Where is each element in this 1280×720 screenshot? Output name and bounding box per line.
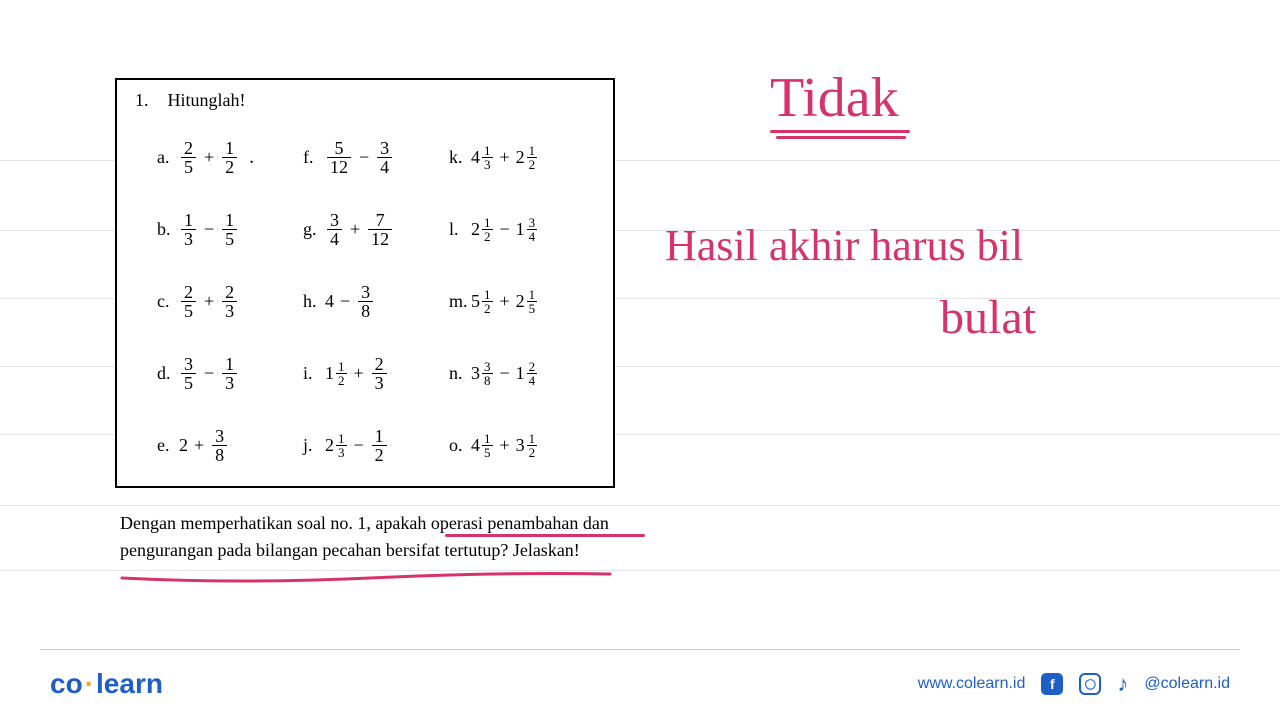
problem-h: h.4−38	[303, 265, 449, 337]
brand-dot: ·	[85, 668, 94, 699]
problem-a: a.25+12.	[157, 121, 303, 193]
annotation-underline-1	[445, 534, 645, 537]
problem-n: n.338−124	[449, 337, 595, 409]
handwriting-note-2: Hasil akhir harus bil	[665, 220, 1023, 273]
box-title: 1. Hitunglah!	[135, 90, 595, 111]
footer-right: www.colearn.id f ◯ ♪ @colearn.id	[918, 671, 1230, 697]
brand-co: co	[50, 668, 83, 699]
title-number: 1.	[135, 90, 163, 111]
problem-j: j.213−12	[303, 409, 449, 481]
problem-d: d.35−13	[157, 337, 303, 409]
tiktok-icon: ♪	[1117, 671, 1128, 697]
problem-l: l.212−134	[449, 193, 595, 265]
problem-box: 1. Hitunglah! a.25+12.f.512−34k.413+212 b…	[115, 78, 615, 488]
brand-logo: co·learn	[50, 668, 163, 700]
handwriting-note-3: bulat	[940, 290, 1036, 345]
annotation-underline-2	[120, 570, 615, 584]
footer-url: www.colearn.id	[918, 675, 1026, 693]
facebook-icon: f	[1041, 673, 1063, 695]
problem-m: m.512+215	[449, 265, 595, 337]
handwriting-note-1: Tidak	[770, 70, 910, 139]
footer-handle: @colearn.id	[1144, 675, 1230, 693]
title-text: Hitunglah!	[168, 90, 246, 110]
caption-line2: pengurangan pada bilangan pecahan bersif…	[120, 540, 580, 560]
instagram-icon: ◯	[1079, 673, 1101, 695]
problem-b: b.13−15	[157, 193, 303, 265]
caption-line1: Dengan memperhatikan soal no. 1, apakah …	[120, 513, 609, 533]
problem-o: o.415+312	[449, 409, 595, 481]
brand-learn: learn	[96, 668, 163, 699]
footer-divider	[40, 649, 1240, 650]
problems-grid: a.25+12.f.512−34k.413+212 b.13−15g.34+712…	[157, 121, 595, 481]
problem-f: f.512−34	[303, 121, 449, 193]
hw1-text: Tidak	[770, 67, 899, 129]
caption-text: Dengan memperhatikan soal no. 1, apakah …	[120, 510, 660, 564]
problem-i: i.112+23	[303, 337, 449, 409]
footer: co·learn www.colearn.id f ◯ ♪ @colearn.i…	[0, 668, 1280, 700]
problem-e: e.2+38	[157, 409, 303, 481]
problem-c: c.25+23	[157, 265, 303, 337]
problem-k: k.413+212	[449, 121, 595, 193]
problem-g: g.34+712	[303, 193, 449, 265]
